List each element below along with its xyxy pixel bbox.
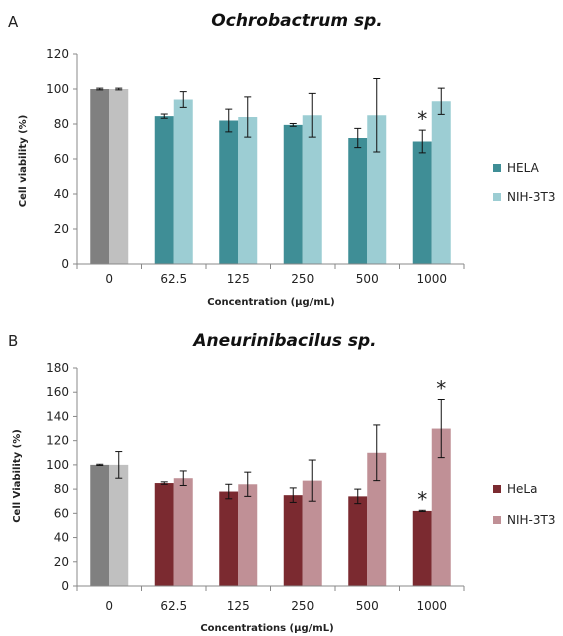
panel-a-x-tick-label: 500 [356, 272, 379, 286]
panel-b-legend-swatch-hela [493, 485, 501, 493]
panel-b-bar-nih-3t3-0 [109, 464, 129, 586]
panel-b-x-axis-label: Concentrations (μg/mL) [200, 623, 333, 634]
panel-b-legend-swatch-nih-3t3 [493, 516, 501, 524]
panel-b-bar-nih-3t3-62.5 [173, 478, 193, 586]
panel-b-legend-label: NIH-3T3 [507, 513, 555, 527]
panel-a-x-axis-label: Concentration (μg/mL) [207, 297, 334, 308]
panel-a-title: Ochrobactrum sp. [211, 11, 382, 31]
panel-b-y-tick-label: 40 [54, 531, 69, 545]
panel-a-y-tick-label: 80 [54, 117, 69, 131]
panel-b-bar-nih-3t3-1000 [431, 428, 451, 586]
panel-b-bar-nih-3t3-125 [238, 484, 258, 586]
panel-b-bar-hela-250 [283, 495, 303, 586]
panel-b-bar-hela-125 [219, 491, 239, 586]
panel-b-bar-hela-500 [348, 496, 368, 586]
panel-b-bar-hela-1000 [412, 510, 432, 586]
panel-b-y-tick-label: 20 [54, 555, 69, 569]
panel-a-x-tick-label: 250 [291, 272, 314, 286]
panel-b-x-tick-label: 0 [105, 599, 113, 613]
panel-a-bar-nih-3t3-250 [302, 115, 322, 264]
panel-b-title: Aneurinibacilus sp. [191, 331, 376, 351]
panel-a-bar-nih-3t3-0 [109, 89, 129, 264]
panel-b-y-tick-label: 100 [46, 458, 69, 472]
panel-b-bar-nih-3t3-250 [302, 480, 322, 586]
panel-b-plot: 0 20 40 60 80 100 120 140 160 180 0 62.5 125 250 500 10… [46, 361, 465, 613]
panel-a-y-tick-label: 20 [54, 222, 69, 236]
panel-a-legend-label: NIH-3T3 [507, 190, 555, 204]
panel-a-bar-nih-3t3-1000 [431, 101, 451, 264]
panel-a-legend: HELA NIH-3T3 [493, 161, 555, 204]
panel-a-x-tick-label: 62.5 [160, 272, 187, 286]
panel-b-legend: HeLa NIH-3T3 [493, 482, 555, 527]
panel-b-significance-marker: * [417, 487, 427, 511]
panel-b-y-tick-label: 80 [54, 482, 69, 496]
panel-b-bar-hela-62.5 [154, 483, 174, 586]
panel-a-y-tick-label: 60 [54, 152, 69, 166]
panel-a-bar-nih-3t3-125 [238, 117, 258, 264]
panel-b-y-tick-label: 160 [46, 385, 69, 399]
panel-a-y-axis-label: Cell viability (%) [18, 115, 29, 208]
panel-a-x-tick-label: 1000 [416, 272, 447, 286]
panel-b-y-tick-label: 140 [46, 409, 69, 423]
panel-b-y-tick-label: 0 [61, 579, 69, 593]
panel-b-y-tick-label: 120 [46, 434, 69, 448]
panel-a-bar-hela-125 [219, 120, 239, 264]
panel-a-x-tick-label: 0 [105, 272, 113, 286]
panel-b: B Aneurinibacilus sp. Cell Viability (%)… [8, 331, 555, 634]
panel-a-y-tick-label: 120 [46, 47, 69, 61]
panel-b-bar-hela-0 [90, 464, 110, 586]
panel-a-bar-nih-3t3-62.5 [173, 99, 193, 264]
panel-b-y-axis-label: Cell Viability (%) [12, 429, 23, 523]
panel-b-x-tick-label: 500 [356, 599, 379, 613]
panel-a-bar-nih-3t3-500 [367, 115, 387, 264]
panel-a-letter: A [8, 13, 19, 31]
panel-b-significance-marker: * [436, 376, 446, 400]
panel-b-letter: B [8, 332, 18, 350]
panel-b-bar-nih-3t3-500 [367, 452, 387, 586]
panel-b-x-tick-label: 250 [291, 599, 314, 613]
panel-a-legend-label: HELA [507, 161, 540, 175]
panel-b-x-tick-label: 62.5 [160, 599, 187, 613]
panel-a-x-tick-label: 125 [227, 272, 250, 286]
panel-a-legend-swatch-nih-3t3 [493, 193, 501, 201]
panel-a-bar-hela-62.5 [154, 116, 174, 264]
panel-a-bar-hela-0 [90, 89, 110, 264]
panel-a-y-tick-label: 40 [54, 187, 69, 201]
panel-b-legend-label: HeLa [507, 482, 537, 496]
panel-a: A Ochrobactrum sp. Cell viability (%) Co… [8, 11, 555, 308]
panel-b-y-tick-label: 60 [54, 506, 69, 520]
panel-a-bar-hela-1000 [412, 141, 432, 264]
panel-a-y-tick-label: 0 [61, 257, 69, 271]
panel-b-y-tick-label: 180 [46, 361, 69, 375]
panel-a-plot: 0 20 40 60 80 100 120 0 62.5 125 250 500 1000 * [46, 47, 465, 286]
panel-a-significance-marker: * [417, 107, 427, 131]
panel-a-bar-hela-250 [283, 124, 303, 264]
panel-b-x-tick-label: 125 [227, 599, 250, 613]
panel-a-legend-swatch-hela [493, 164, 501, 172]
panel-b-x-tick-label: 1000 [416, 599, 447, 613]
panel-a-y-tick-label: 100 [46, 82, 69, 96]
panel-a-bar-hela-500 [348, 138, 368, 264]
